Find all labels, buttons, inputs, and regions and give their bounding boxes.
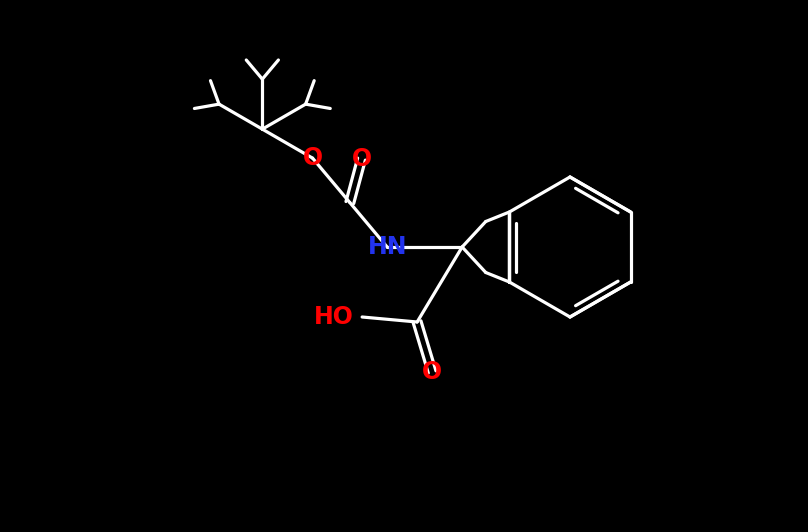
Text: HN: HN — [368, 235, 407, 259]
Text: O: O — [422, 360, 442, 384]
Text: HO: HO — [314, 305, 354, 329]
Text: O: O — [351, 147, 372, 171]
Text: O: O — [302, 146, 322, 170]
